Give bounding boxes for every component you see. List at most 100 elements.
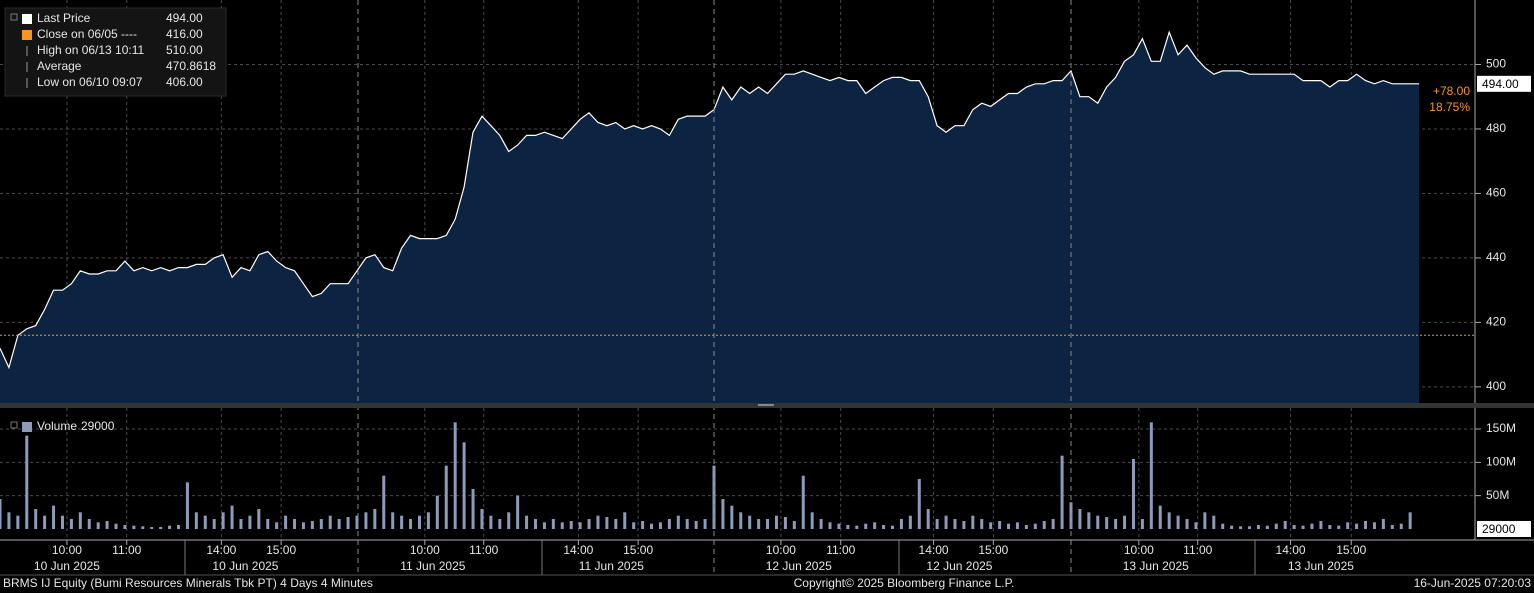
volume-bar <box>0 499 2 529</box>
volume-bar <box>1149 422 1153 529</box>
legend-label: High on 06/13 10:11 <box>37 43 145 57</box>
x-tick-label: 14:00 <box>563 543 593 557</box>
volume-bar <box>1328 525 1332 529</box>
collapse-icon[interactable] <box>10 13 18 21</box>
y-tick-label: 480 <box>1486 121 1506 135</box>
volume-bar <box>792 521 796 529</box>
volume-bar <box>1390 525 1394 529</box>
volume-bar <box>25 435 29 529</box>
legend-swatch <box>22 422 32 432</box>
volume-bar <box>703 519 707 529</box>
volume-bar <box>284 515 288 529</box>
date-label: 10 Jun 2025 <box>212 559 278 573</box>
legend-swatch <box>22 30 32 40</box>
volume-bar <box>177 525 180 529</box>
volume-bar <box>694 521 698 529</box>
volume-bar <box>1319 521 1323 529</box>
volume-bar <box>578 522 582 529</box>
volume-bar <box>962 521 966 529</box>
volume-bar <box>1140 519 1144 529</box>
volume-bar <box>480 509 484 529</box>
volume-bar <box>1230 525 1234 529</box>
legend-label: Low on 06/10 09:07 <box>37 75 143 89</box>
volume-bar <box>471 489 475 529</box>
date-label: 12 Jun 2025 <box>766 559 832 573</box>
volume-bar <box>105 521 109 529</box>
volume-bar <box>426 512 430 529</box>
volume-bar <box>730 505 734 529</box>
volume-bar <box>1248 526 1251 529</box>
legend-value: 416.00 <box>166 27 203 41</box>
volume-bar <box>819 519 823 529</box>
volume-bar <box>1078 509 1082 529</box>
volume-bar <box>980 519 984 529</box>
volume-bar <box>1042 521 1046 529</box>
volume-bar <box>1212 515 1216 529</box>
drag-handle[interactable] <box>758 404 774 406</box>
volume-bar <box>1274 523 1278 529</box>
legend-swatch <box>22 14 32 24</box>
y-tick-label: 500 <box>1486 57 1506 71</box>
volume-bar <box>69 519 73 529</box>
volume-bar <box>1087 512 1091 529</box>
volume-bar <box>275 522 279 529</box>
legend-label: Last Price <box>37 11 91 25</box>
volume-bar <box>766 519 770 529</box>
volume-bar <box>230 505 234 529</box>
volume-bar <box>551 519 555 529</box>
date-label: 13 Jun 2025 <box>1123 559 1189 573</box>
volume-bar <box>1194 522 1198 529</box>
volume-bar <box>150 527 154 529</box>
x-tick-label: 11:00 <box>826 543 855 557</box>
day-separators <box>357 0 1072 575</box>
volume-bar <box>168 525 172 529</box>
volume-bar <box>971 515 975 529</box>
volume-bar <box>560 522 564 529</box>
copyright: Copyright© 2025 Bloomberg Finance L.P. <box>794 576 1015 590</box>
volume-bar <box>623 512 627 529</box>
volume-bar <box>685 519 689 529</box>
volume-bar <box>52 505 56 529</box>
date-label: 10 Jun 2025 <box>34 559 100 573</box>
volume-bar <box>632 522 636 529</box>
volume-bar <box>1105 517 1109 529</box>
volume-bar <box>1408 512 1412 529</box>
volume-bar <box>301 522 305 529</box>
volume-bar <box>96 522 100 529</box>
volume-bar <box>409 519 413 529</box>
volume-bar <box>114 523 118 529</box>
volume-bar <box>462 442 466 529</box>
volume-bar <box>882 525 886 529</box>
volume-bar <box>721 499 725 529</box>
volume-bar <box>1024 525 1028 529</box>
price-area <box>0 32 1420 403</box>
volume-bar <box>43 515 47 529</box>
volume-bar <box>774 515 778 529</box>
date-label: 11 Jun 2025 <box>400 559 465 573</box>
volume-bar <box>1131 459 1135 529</box>
volume-bar <box>1167 512 1171 529</box>
volume-bar <box>891 525 894 529</box>
volume-bar <box>248 515 252 529</box>
volume-bar <box>1203 512 1207 529</box>
x-tick-label: 10:00 <box>410 543 440 557</box>
volume-bar <box>1256 525 1260 529</box>
volume-bar <box>1221 523 1225 529</box>
legend-label: Average <box>37 59 82 73</box>
collapse-icon[interactable] <box>10 421 18 429</box>
legend-box <box>4 7 227 97</box>
volume-bar <box>587 519 591 529</box>
volume-bar <box>400 515 404 529</box>
date-label: 11 Jun 2025 <box>579 559 644 573</box>
volume-bar <box>435 495 439 529</box>
volume-bar <box>1283 521 1287 529</box>
volume-bar <box>16 515 20 529</box>
volume-bar <box>1123 515 1127 529</box>
volume-tag-label: 29000 <box>1482 522 1516 536</box>
change-label: +78.00 <box>1433 84 1470 98</box>
date-label: 12 Jun 2025 <box>926 559 992 573</box>
volume-bar <box>34 509 38 529</box>
x-tick-label: 10:00 <box>1124 543 1154 557</box>
volume-bar <box>346 517 350 529</box>
